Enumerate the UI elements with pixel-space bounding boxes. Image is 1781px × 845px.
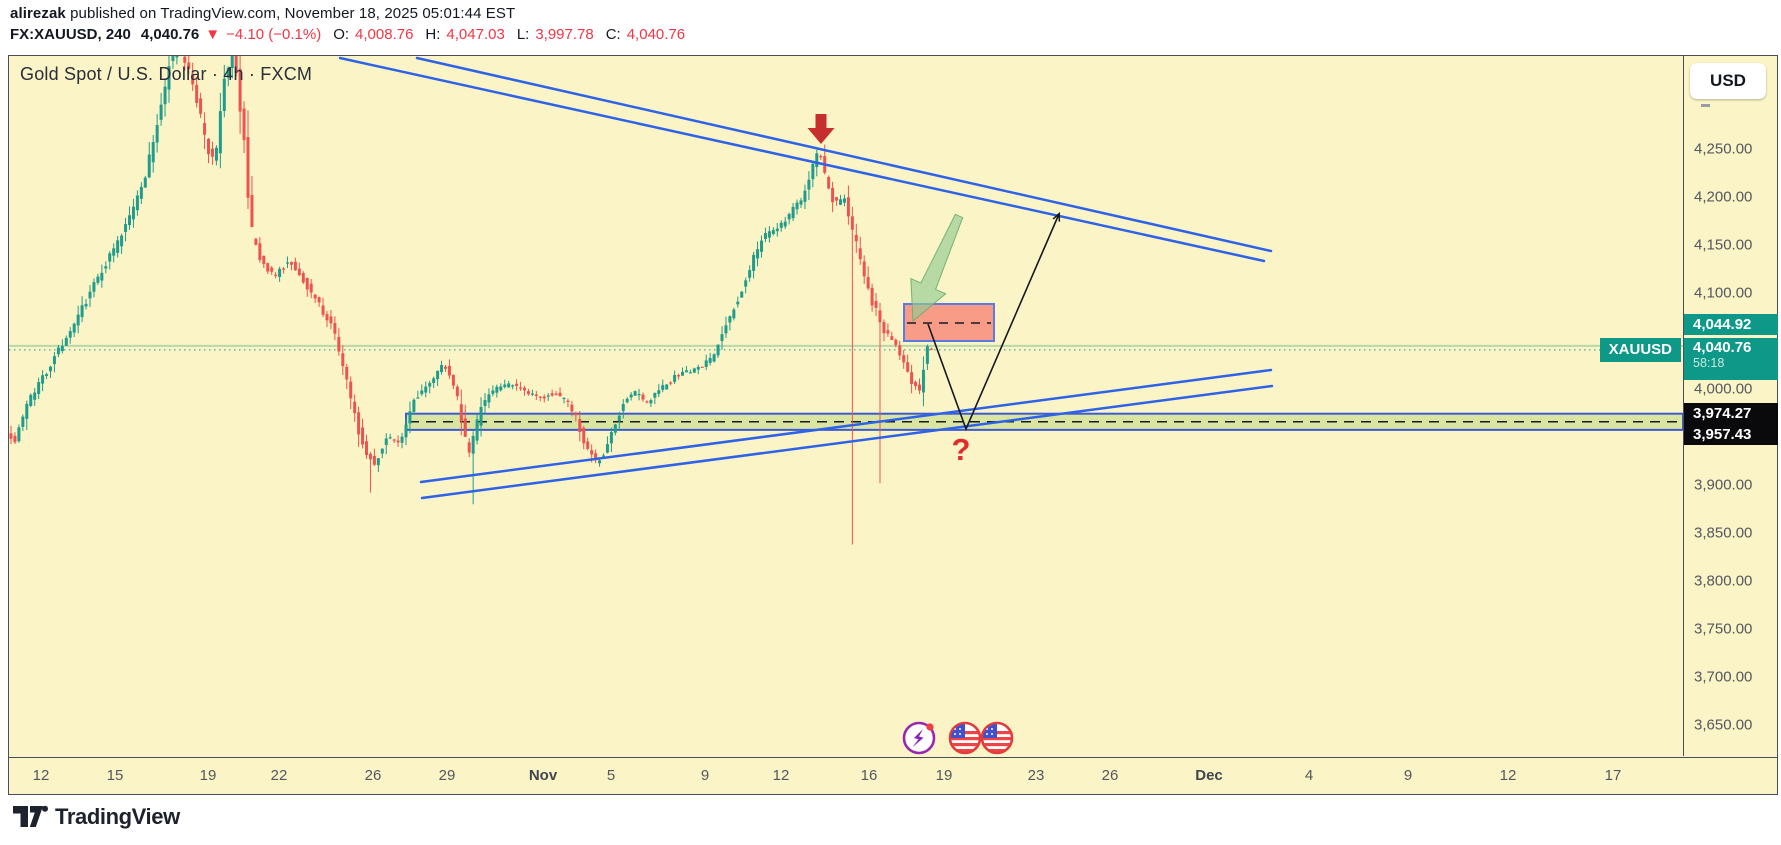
support-band-top-label: 3,974.27 xyxy=(1684,403,1778,424)
author-name: alirezak xyxy=(10,5,66,22)
publish-text: published on TradingView.com, November 1… xyxy=(65,5,516,22)
low-label: L: xyxy=(516,26,530,43)
us-flag-sticker-icon xyxy=(948,721,982,755)
open-label: O: xyxy=(333,26,350,43)
time-tick-label: 9 xyxy=(1403,767,1413,784)
candle-series xyxy=(9,56,933,545)
time-tick-label: 17 xyxy=(1604,767,1622,784)
green-arrow-annotation xyxy=(910,213,964,323)
time-tick-label: 12 xyxy=(32,767,50,784)
time-tick-label: 4 xyxy=(1304,767,1314,784)
time-tick-label: 26 xyxy=(364,767,382,784)
tradingview-logo-icon xyxy=(13,805,48,827)
price-tick-label: 3,800.00 xyxy=(1694,572,1753,590)
time-tick-label: Nov xyxy=(528,767,558,784)
bar-countdown: 58:18 xyxy=(1693,356,1725,370)
ascending-channel-upper xyxy=(419,368,1273,484)
time-tick-label: 26 xyxy=(1101,767,1119,784)
time-tick-label: 23 xyxy=(1027,767,1045,784)
footer: TradingView xyxy=(12,804,180,830)
price-tick-label: 4,200.00 xyxy=(1694,188,1753,206)
price-tick-label: 4,000.00 xyxy=(1694,380,1753,398)
red-down-arrow-annotation xyxy=(807,114,835,144)
current-price-label: 4,040.76 58:18 xyxy=(1684,338,1778,380)
time-tick-label: 22 xyxy=(270,767,288,784)
chart-canvas[interactable]: ? Gold Spot / U.S. Dollar · 4h · FXCM XA… xyxy=(9,56,1684,756)
time-tick-label: 5 xyxy=(606,767,616,784)
price-scale[interactable]: USD 4,250.00 4,200.00 4,150.00 4,100.00 4,00… xyxy=(1684,56,1778,756)
prev-close-price-label: 4,044.92 xyxy=(1684,314,1778,335)
low-value: 3,997.78 xyxy=(535,26,594,43)
us-flag-sticker-icon xyxy=(980,721,1014,755)
price-tick-label: 3,900.00 xyxy=(1694,476,1753,494)
time-tick-label: 19 xyxy=(199,767,217,784)
price-tick-label: 3,700.00 xyxy=(1694,668,1753,686)
descending-channel-upper xyxy=(415,56,1273,253)
question-mark-annotation: ? xyxy=(952,432,971,467)
price-tick-label: 3,650.00 xyxy=(1694,716,1753,734)
currency-toggle-button[interactable]: USD xyxy=(1690,63,1766,99)
chart-title: Gold Spot / U.S. Dollar · 4h · FXCM xyxy=(20,64,313,84)
header: alirezak published on TradingView.com, N… xyxy=(10,5,685,43)
price-tick-label: 4,250.00 xyxy=(1694,140,1753,158)
time-tick-label: 12 xyxy=(1499,767,1517,784)
price-tick-label: 4,150.00 xyxy=(1694,236,1753,254)
projection-arrow-annotation xyxy=(927,214,1059,432)
symbol-name: FX:XAUUSD, 240 xyxy=(10,26,131,43)
descending-channel-lower xyxy=(338,56,1266,263)
ascending-channel-lower xyxy=(420,384,1274,500)
symbol-ohlc-line: FX:XAUUSD, 240 4,040.76 ▼ −4.10 (−0.1%) … xyxy=(10,26,685,43)
time-tick-label: 16 xyxy=(860,767,878,784)
time-tick-label: Dec xyxy=(1195,767,1223,784)
time-tick-label: 19 xyxy=(935,767,953,784)
candlestick-chart: ? xyxy=(9,56,1683,755)
brand-wordmark: TradingView xyxy=(55,804,180,829)
price-tick-label: 3,750.00 xyxy=(1694,620,1753,638)
open-value: 4,008.76 xyxy=(355,26,414,43)
time-tick-label: 15 xyxy=(106,767,124,784)
price-tick-label: 3,850.00 xyxy=(1694,524,1753,542)
zap-sticker-icon xyxy=(902,721,936,755)
symbol-price-tag: XAUUSD xyxy=(1599,338,1681,362)
price-tick-label: 4,100.00 xyxy=(1694,284,1753,302)
last-price: 4,040.76 xyxy=(140,26,200,43)
time-tick-label: 9 xyxy=(700,767,710,784)
current-price-value: 4,040.76 xyxy=(1693,339,1752,356)
close-value: 4,040.76 xyxy=(626,26,686,43)
tradingview-logo[interactable]: TradingView xyxy=(12,804,180,830)
high-value: 4,047.03 xyxy=(446,26,505,43)
time-axis[interactable]: 12 15 19 22 26 29 Nov 5 9 12 16 19 23 26 Dec 4 9 12 17 xyxy=(9,757,1777,795)
scale-dash-icon xyxy=(1701,104,1710,107)
close-label: C: xyxy=(605,26,621,43)
chart-frame: ? Gold Spot / U.S. Dollar · 4h · FXCM XA… xyxy=(8,55,1778,795)
support-band-bottom-label: 3,957.43 xyxy=(1684,424,1778,445)
publish-line: alirezak published on TradingView.com, N… xyxy=(10,5,685,22)
time-tick-label: 12 xyxy=(772,767,790,784)
change-value: −4.10 (−0.1%) xyxy=(226,26,322,43)
high-label: H: xyxy=(425,26,441,43)
change-down-icon: ▼ xyxy=(205,26,221,43)
time-tick-label: 29 xyxy=(438,767,456,784)
